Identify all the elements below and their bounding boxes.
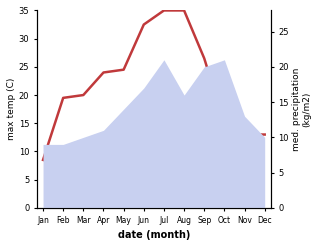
X-axis label: date (month): date (month) xyxy=(118,230,190,240)
Y-axis label: med. precipitation
(kg/m2): med. precipitation (kg/m2) xyxy=(292,67,311,151)
Y-axis label: max temp (C): max temp (C) xyxy=(7,78,16,140)
